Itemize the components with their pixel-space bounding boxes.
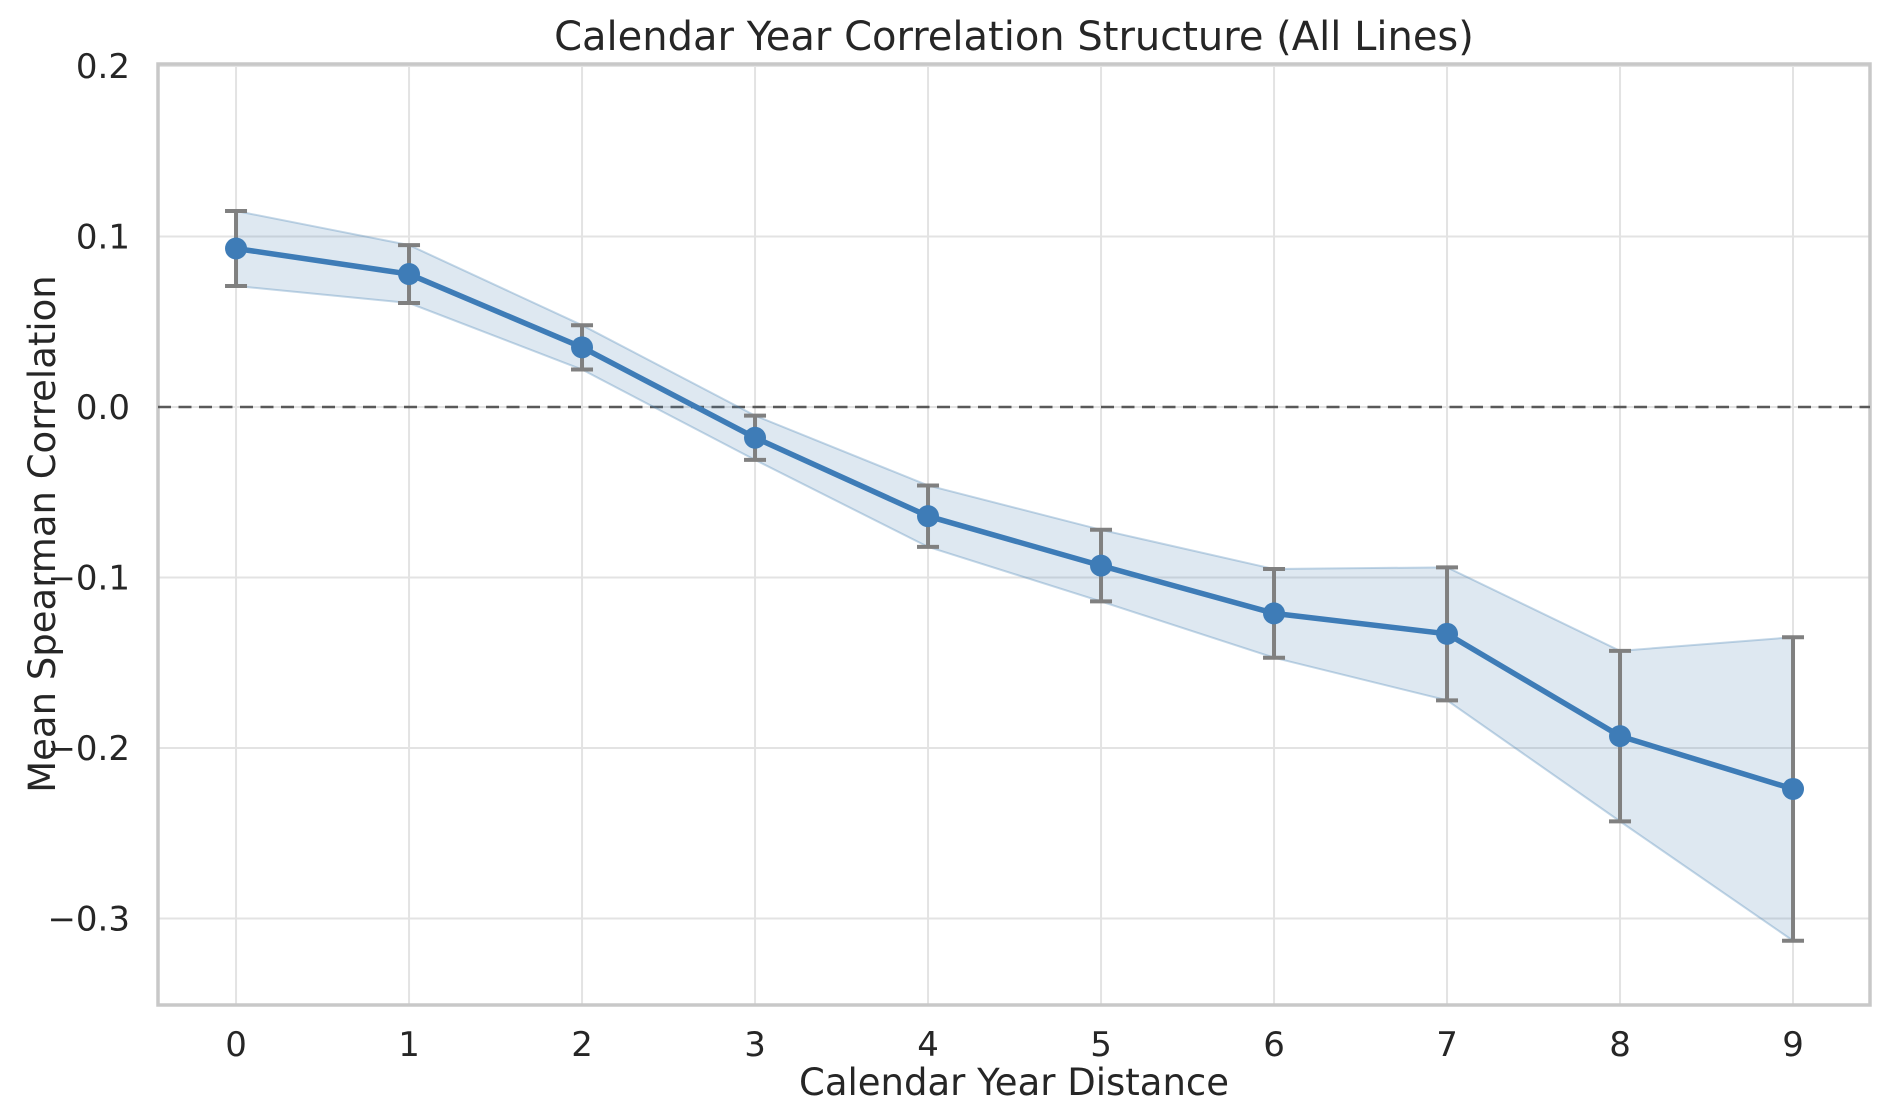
confidence-band	[235, 209, 1795, 943]
x-tick-label: 0	[225, 1025, 247, 1065]
data-point-marker	[225, 237, 248, 260]
confidence-band-layer	[235, 209, 1795, 943]
x-tick-label: 3	[744, 1025, 766, 1065]
x-tick-label: 7	[1436, 1025, 1458, 1065]
x-tick-label: 1	[398, 1025, 420, 1065]
y-tick-label: 0.1	[76, 218, 130, 258]
data-point-marker	[744, 426, 767, 449]
x-tick-label: 9	[1782, 1025, 1804, 1065]
spine-layer	[156, 62, 1872, 1007]
x-axis-label: Calendar Year Distance	[799, 1061, 1229, 1104]
data-point-marker	[917, 505, 940, 528]
data-point-marker	[1436, 622, 1459, 645]
data-line	[235, 245, 1794, 792]
x-tick-label: 2	[571, 1025, 593, 1065]
chart-title: Calendar Year Correlation Structure (All…	[554, 14, 1474, 60]
y-tick-label: 0.0	[76, 388, 130, 428]
y-axis-label: Mean Spearman Correlation	[21, 275, 64, 793]
data-point-marker	[1263, 602, 1286, 625]
x-tick-label: 5	[1090, 1025, 1112, 1065]
data-point-marker	[398, 263, 421, 286]
x-tick-label: 6	[1263, 1025, 1285, 1065]
data-point-marker	[571, 336, 594, 359]
data-line-layer	[235, 245, 1794, 792]
data-point-marker	[1090, 554, 1113, 577]
y-tick-label: −0.2	[47, 729, 130, 769]
y-tick-label: −0.1	[47, 559, 130, 599]
data-point-marker	[1609, 725, 1632, 748]
data-markers-layer	[225, 237, 1805, 800]
y-tick-label: 0.2	[76, 47, 130, 87]
plot-border	[156, 62, 1872, 1007]
tick-labels-layer: 0 1 2 3 4 5 6 7 8 9 0.2 0.1 0.0 −0.1 −0.2 −0.3	[47, 47, 1803, 1065]
x-tick-label: 8	[1609, 1025, 1631, 1065]
data-point-marker	[1782, 777, 1805, 800]
y-tick-label: −0.3	[47, 900, 130, 940]
x-tick-label: 4	[917, 1025, 939, 1065]
